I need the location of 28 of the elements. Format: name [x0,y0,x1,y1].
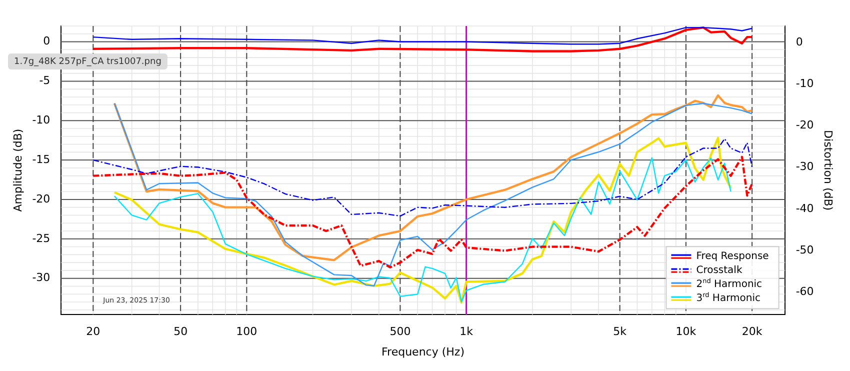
x-tick-label: 20k [742,325,763,338]
y2-tick-label: 0 [796,35,803,48]
annotation: 1.7g_48K 257pF_CA trs1007.png [14,56,162,67]
legend-label: Freq Response [696,251,769,262]
y2-tick-label: -20 [796,118,814,132]
x-tick-label: 500 [390,325,411,338]
y2-tick-label: -30 [796,160,814,174]
x-tick-label: 20 [86,325,100,338]
x-tick-label: 1k [460,325,474,338]
y2-tick-label: -60 [796,285,814,298]
x-tick-label: 5k [613,325,628,338]
y-tick-label: -30 [32,271,50,284]
y-tick-label: -15 [32,152,50,166]
y-tick-label: 0 [43,34,50,48]
y-tick-label: -10 [32,113,50,126]
x-tick-label: 100 [236,325,258,338]
y2-tick-label: -10 [796,77,814,90]
y-tick-label: -5 [39,74,50,88]
y2-axis-title: Distortion (dB) [822,130,835,211]
x-tick-label: 50 [174,325,188,338]
y2-tick-label: -50 [796,243,814,256]
x-axis-title: Frequency (Hz) [382,345,464,358]
y-tick-label: -25 [32,232,50,245]
x-tick-label: 10k [676,325,697,338]
y-axis-title: Amplitude (dB) [11,128,24,212]
legend-label: Crosstalk [696,265,742,276]
y2-tick-label: -40 [796,202,814,215]
y-tick-label: -20 [32,192,50,206]
